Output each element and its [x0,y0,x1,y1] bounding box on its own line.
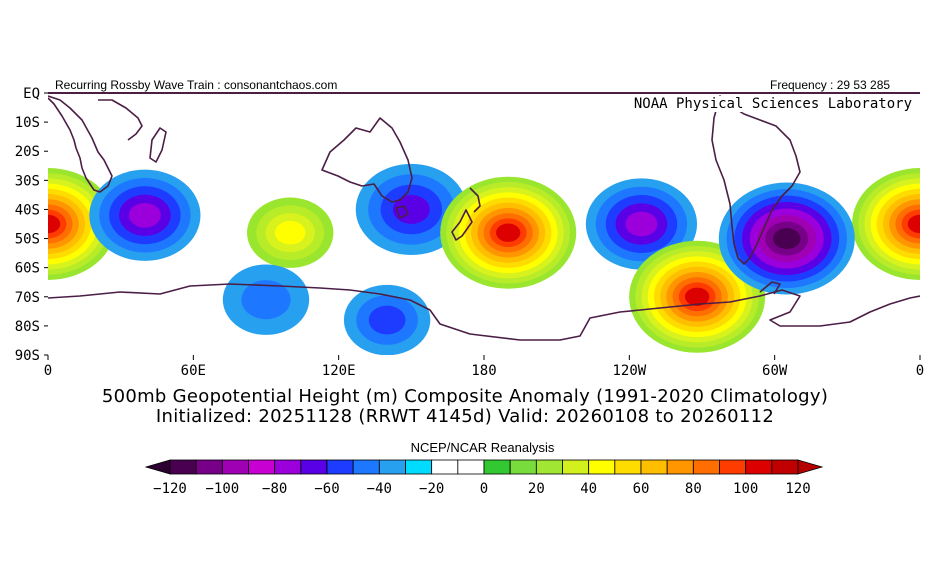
colorbar-swatch [692,459,720,475]
title-line-1: 500mb Geopotential Height (m) Composite … [101,386,829,407]
lat-tick-label: 80S [15,319,40,335]
colorbar-swatch [745,459,773,475]
colorbar-tick-label: 20 [528,481,545,497]
colorbar-swatch [666,459,694,475]
lon-tick-label: 0 [916,363,924,379]
anomaly-center-2 [89,169,201,261]
anomaly-contour [128,202,161,228]
anomaly-center-4 [355,163,467,256]
lat-tick-label: 70S [15,290,40,306]
colorbar-swatch [588,459,616,475]
lon-tick-label: 180 [471,363,496,379]
coastlines [48,95,920,341]
lon-tick-label: 120W [612,363,646,379]
anomaly-center-5 [440,176,577,289]
colorbar-swatch [719,459,747,475]
colorbar-tick-label: −60 [314,481,339,497]
lon-tick-label: 120E [322,363,356,379]
anomaly-contour [48,214,61,234]
source-label: NCEP/NCAR Reanalysis [410,440,555,455]
colorbar-swatch [457,459,485,475]
colorbar-swatch [378,459,406,475]
anomaly-center-10 [222,264,310,335]
colorbar-tick-label: −120 [153,481,187,497]
colorbar-tick-label: 0 [480,481,488,497]
anomaly-contour [625,211,658,237]
colorbar-swatch [274,459,302,475]
colorbar-swatch [535,459,563,475]
colorbar: −120 −100 −80 −60 −40 −20 0 20 40 60 80 100 120 [144,459,824,497]
anomaly-center-8 [718,182,855,295]
colorbar-swatch [483,459,511,475]
lat-tick-label: 90S [15,348,40,364]
colorbar-tick-label: 60 [633,481,650,497]
lon-tick-label: 60W [762,363,788,379]
colorbar-tick-label: 40 [580,481,597,497]
colorbar-swatch [300,459,328,475]
anomaly-contour [684,287,710,306]
colorbar-swatch [248,459,276,475]
colorbar-tick-label: −80 [262,481,287,497]
colorbar-tick-label: 120 [785,481,810,497]
colorbar-tick-label: 100 [733,481,758,497]
lab-label: NOAA Physical Sciences Laboratory [631,96,914,112]
anomaly-contour [907,214,920,234]
colorbar-swatch [562,459,590,475]
anomaly-contour [274,220,306,245]
colorbar-swatch [405,459,433,475]
longitude-axis: 0 60E 120E 180 120W 60W 0 [44,355,924,379]
latitude-axis: EQ 10S 20S 30S 40S 50S 60S 70S 80S 90S [15,86,48,364]
anomaly-contour [773,228,801,250]
colorbar-tick-label: −20 [419,481,444,497]
anomaly-center-9 [343,284,431,355]
colorbar-swatch [771,459,799,475]
lon-tick-label: 0 [44,363,52,379]
colorbar-swatch [352,459,380,475]
lon-tick-label: 60E [181,363,206,379]
lat-tick-label: EQ [23,86,40,102]
colorbar-arrow-low [144,459,171,475]
header-right-text: Frequency : 29 53 285 [770,78,891,92]
colorbar-tick-label: −40 [367,481,392,497]
anomaly-center-1 [852,168,920,280]
anomaly-contour [496,223,521,242]
colorbar-swatch [509,459,537,475]
colorbar-swatch [431,459,459,475]
anomaly-contour [392,195,430,224]
colorbar-tick-label: −100 [205,481,239,497]
lat-tick-label: 60S [15,261,40,277]
title-line-2: Initialized: 20251128 (RRWT 4145d) Valid… [155,406,775,427]
anomaly-center-3 [247,197,334,268]
lat-tick-label: 30S [15,173,40,189]
colorbar-swatch [169,459,197,475]
lat-tick-label: 40S [15,202,40,218]
anomaly-contour [368,305,406,335]
lat-tick-label: 50S [15,232,40,248]
colorbar-arrow-high [797,459,824,475]
colorbar-swatch [614,459,642,475]
anomaly-fields [48,163,920,355]
colorbar-swatch [326,459,354,475]
header-left-text: Recurring Rossby Wave Train : consonantc… [55,78,338,92]
anomaly-center-0 [48,168,116,280]
anomaly-contour [241,280,291,320]
lat-tick-label: 20S [15,144,40,160]
lat-tick-label: 10S [15,115,40,131]
colorbar-tick-label: 80 [685,481,702,497]
colorbar-swatch [640,459,668,475]
colorbar-swatch [195,459,223,475]
colorbar-swatch [221,459,249,475]
